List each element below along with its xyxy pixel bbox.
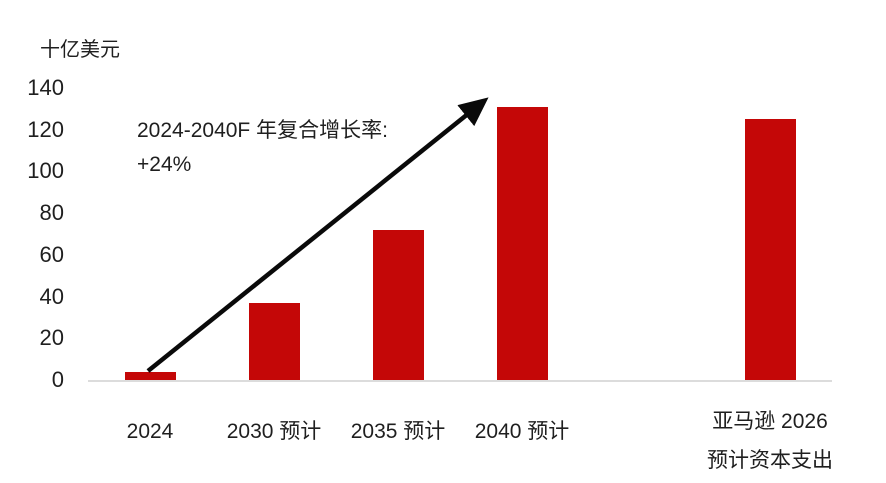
bar-slot-1 — [248, 302, 300, 380]
x-axis-category-label-line: 亚马逊 2026 — [712, 410, 828, 433]
y-axis-tick-label: 100 — [27, 158, 64, 184]
x-axis-category-label: 2035 预计 — [313, 412, 483, 451]
bar-slot-0 — [124, 371, 176, 380]
x-axis-category-label-line: 2035 预计 — [350, 420, 446, 443]
x-axis-line — [88, 380, 832, 382]
x-axis-category-label: 亚马逊 2026 预计资本支出 — [685, 402, 855, 480]
x-axis-category-label: 2030 预计 — [189, 412, 359, 451]
x-axis-category-label-line: 预计资本支出 — [707, 449, 833, 472]
y-axis-tick-label: 140 — [27, 75, 64, 100]
bar-slot-2 — [372, 229, 424, 380]
y-axis-tick-label: 40 — [39, 283, 64, 309]
y-axis-tick-label: 80 — [39, 200, 64, 226]
y-axis-unit-label: 十亿美元 — [40, 39, 120, 61]
y-axis-tick-label: 120 — [27, 116, 64, 142]
x-axis-category-label: 2024 — [65, 412, 235, 451]
bar-slot-5 — [744, 119, 796, 380]
y-axis-tick-label: 60 — [39, 241, 64, 267]
cagr-annotation-line2: +24% — [137, 153, 192, 176]
bar-slot-3 — [496, 106, 548, 380]
x-axis-category-label: 2040 预计 — [437, 412, 607, 451]
x-axis-category-label-line: 2024 — [126, 420, 174, 443]
y-axis-tick-label: 20 — [39, 325, 64, 351]
x-axis-category-label-line: 2040 预计 — [474, 420, 570, 443]
cagr-annotation-line1: 2024-2040F 年复合增长率: — [137, 119, 388, 142]
y-axis-tick-label: 0 — [51, 367, 64, 392]
x-axis-category-label-line: 2030 预计 — [226, 420, 322, 443]
